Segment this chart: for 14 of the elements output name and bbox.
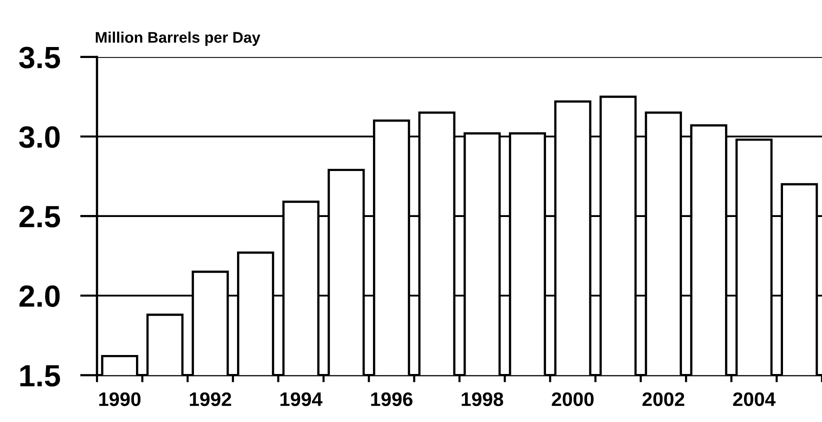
x-tick-label: 1996 [371,392,412,406]
x-tick-label: 1990 [99,392,140,406]
y-tick-label: 2.0 [19,285,60,307]
y-tick-label: 2.5 [19,206,60,228]
x-tick-label: 2002 [642,392,684,406]
y-tick-label: 3.0 [19,126,60,148]
y-tick-label: 1.5 [20,365,60,387]
x-tick-label: 1998 [462,392,504,406]
x-tick-label: 2000 [552,392,594,406]
x-tick-label: 2004 [733,392,776,406]
x-tick-label: 1992 [190,392,232,406]
y-tick-label: 3.5 [19,46,60,68]
y-axis-title: Million Barrels per Day [96,32,260,46]
x-tick-label: 1994 [280,392,322,406]
